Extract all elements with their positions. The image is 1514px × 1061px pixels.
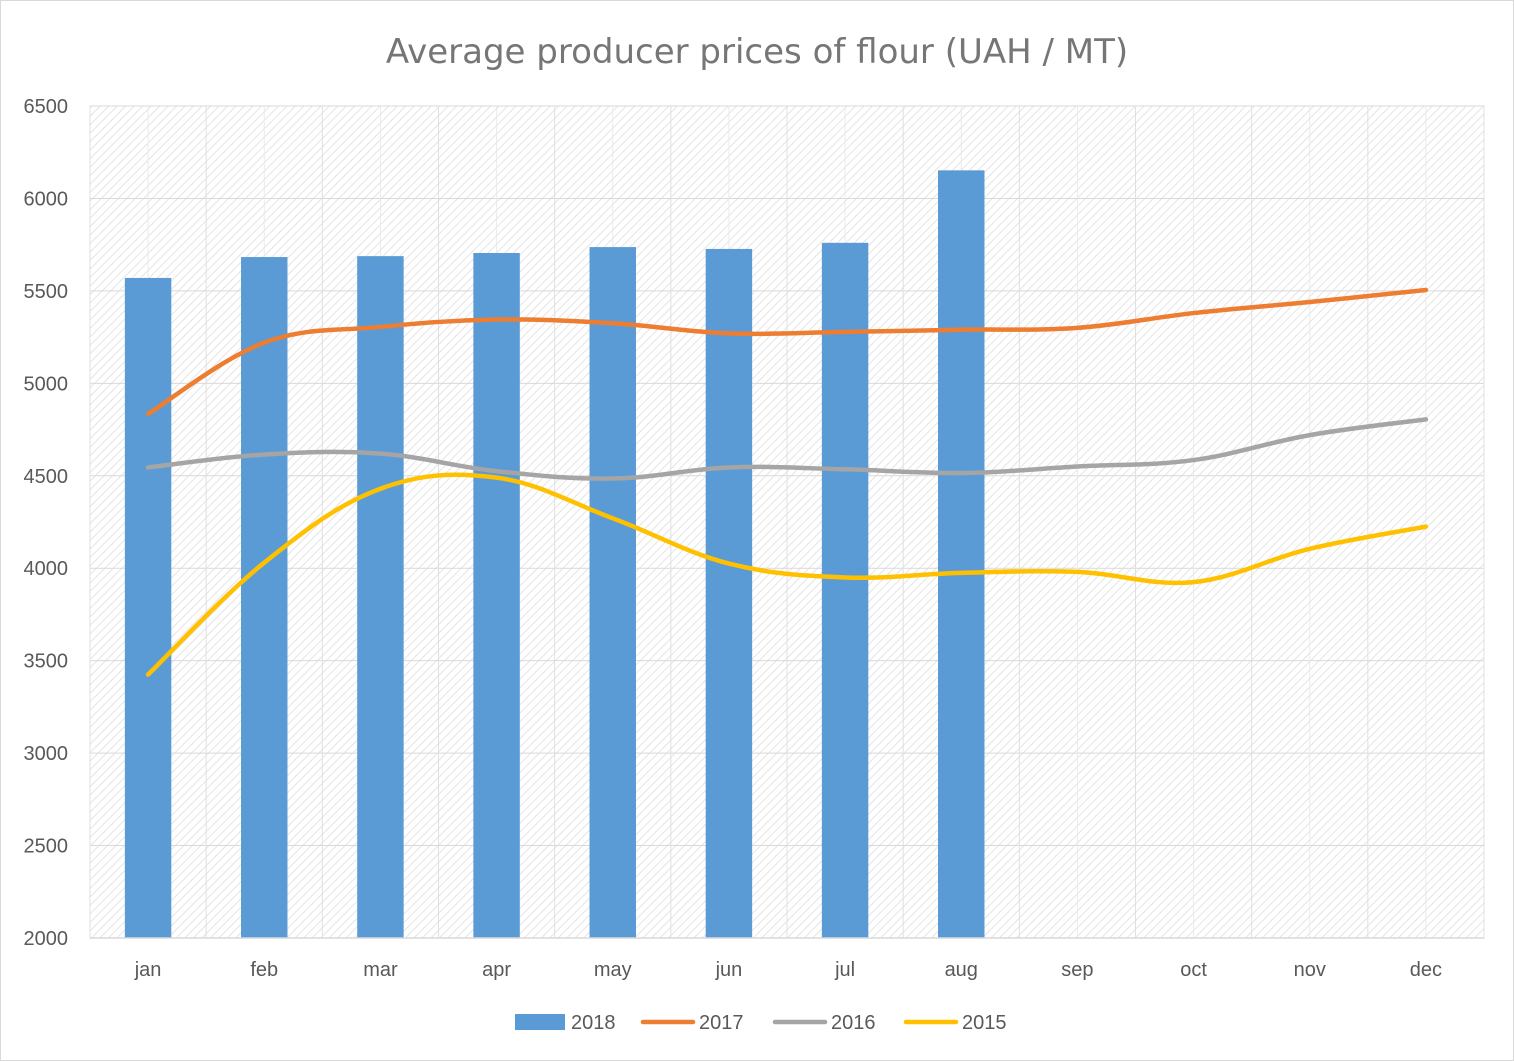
y-tick-label: 6000 [24, 188, 69, 210]
line-2016 [145, 417, 1429, 481]
legend-label-2017: 2017 [699, 1012, 744, 1034]
y-tick-label: 2500 [24, 836, 69, 858]
y-tick-label: 3000 [24, 743, 69, 765]
legend-label-2015: 2015 [962, 1012, 1007, 1034]
bar-2018-aug [938, 170, 985, 939]
legend: 2018 2017 2016 2015 [515, 1012, 1007, 1034]
x-tick-label: feb [250, 959, 278, 981]
x-tick-label: sep [1061, 959, 1093, 981]
bar-2018-jul [821, 242, 869, 939]
y-tick-label: 6500 [24, 96, 69, 118]
bar-2018-jan [124, 277, 172, 938]
x-tick-label: jun [715, 959, 743, 981]
bar-2018-apr [473, 252, 520, 938]
chart-title: Average producer prices of flour (UAH / … [386, 32, 1128, 72]
x-tick-label: aug [945, 959, 978, 981]
bar-2018-jun [705, 248, 753, 938]
bar-2018-mar [357, 256, 404, 938]
x-tick-label: jul [834, 959, 855, 981]
x-tick-label: mar [363, 959, 398, 981]
x-tick-label: dec [1410, 959, 1442, 981]
x-tick-label: apr [482, 959, 511, 981]
bar-2018-may [589, 247, 636, 939]
line-series [145, 287, 1429, 677]
line-2015 [145, 472, 1429, 677]
x-tick-label: nov [1294, 959, 1326, 981]
y-tick-label: 4000 [24, 558, 69, 580]
x-tick-label: may [594, 959, 632, 981]
y-tick-label: 5500 [24, 281, 69, 303]
legend-label-2018: 2018 [571, 1012, 616, 1034]
x-tick-label: jan [134, 959, 162, 981]
bar-2018-feb [241, 257, 288, 939]
line-2017 [145, 287, 1429, 417]
legend-swatch-2018 [515, 1014, 565, 1030]
y-tick-label: 5000 [24, 373, 69, 395]
y-tick-label: 4500 [24, 466, 69, 488]
legend-label-2016: 2016 [831, 1012, 876, 1034]
x-tick-label: oct [1180, 959, 1207, 981]
axes: 2000 2500 3000 3500 4000 4500 5000 5500 6000 6500… [24, 96, 1484, 981]
y-tick-label: 2000 [24, 928, 69, 950]
y-tick-label: 3500 [24, 651, 69, 673]
bar-series-2018 [124, 170, 985, 939]
